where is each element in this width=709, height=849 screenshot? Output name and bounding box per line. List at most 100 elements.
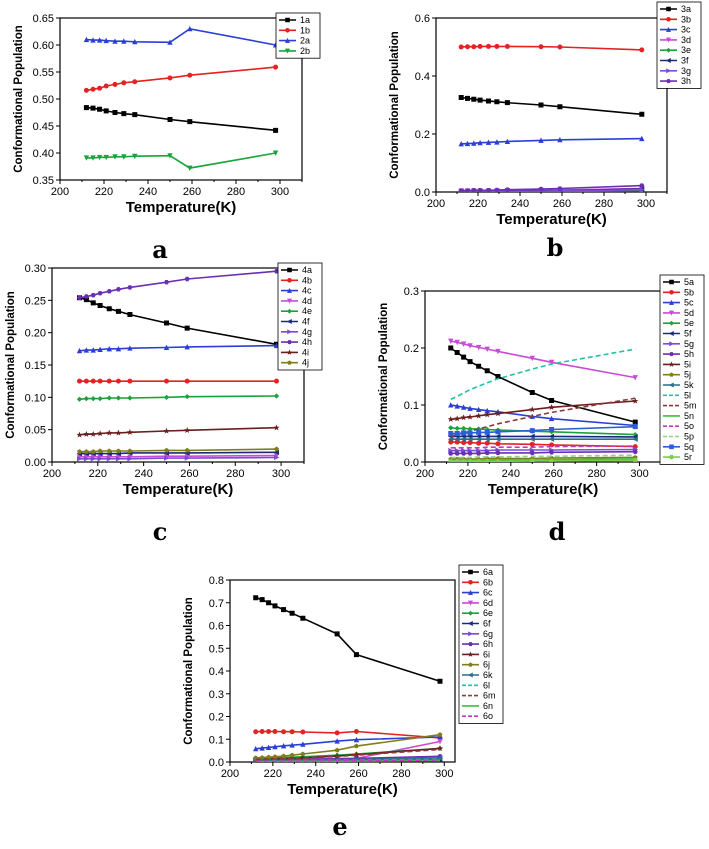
data-point-6a — [259, 597, 265, 603]
series-line-4h — [79, 270, 277, 299]
series-line-3h — [461, 184, 642, 192]
legend-marker-5i — [668, 361, 675, 367]
data-point-3a — [471, 96, 477, 102]
data-point-3c — [458, 140, 464, 147]
x-axis-label: Temperature(K) — [488, 481, 599, 498]
data-point-5k — [467, 436, 473, 442]
plot-frame — [435, 17, 668, 193]
legend-marker-3a — [666, 6, 671, 12]
y-tick-label: 0.05 — [25, 425, 46, 437]
data-point-6k — [437, 755, 443, 761]
data-point-5r — [461, 458, 467, 462]
data-point-4b — [83, 378, 89, 384]
legend-label: 6e — [483, 608, 493, 618]
chart-panel-d: 200 220 240 260 280 300 0.0 0.1 0.2 0.3 Temperatur… — [378, 274, 705, 546]
y-axis-label: Conformational Population — [378, 303, 390, 451]
legend-marker-5c — [669, 299, 674, 305]
data-point-5e — [454, 425, 460, 431]
data-point-4a — [164, 320, 170, 326]
data-point-5i — [460, 414, 467, 421]
legend-label: 6o — [483, 711, 493, 721]
data-point-1b — [97, 85, 103, 91]
data-point-5q — [461, 430, 467, 436]
x-tick-label: 220 — [469, 198, 487, 210]
data-point-4c — [106, 345, 112, 352]
data-point-5k — [529, 436, 535, 442]
x-tick-label: 240 — [139, 186, 157, 198]
legend-marker-3h — [666, 79, 671, 84]
data-point-4c — [83, 347, 90, 353]
series-line-5o — [450, 445, 636, 449]
series-line-4a — [79, 296, 277, 346]
series-line-3c — [461, 137, 642, 145]
data-point-6a — [281, 607, 287, 613]
series-line-4j — [79, 448, 277, 453]
data-point-5b — [484, 440, 490, 446]
data-point-5d — [548, 359, 555, 366]
legend-marker-3e — [666, 47, 671, 53]
data-point-5k — [632, 436, 638, 442]
data-point-5d — [495, 348, 501, 355]
data-point-4c — [76, 347, 83, 354]
legend-box — [277, 262, 323, 371]
x-tick-label: 260 — [183, 186, 201, 198]
legend-label: 2a — [300, 36, 310, 46]
data-point-5b — [495, 441, 501, 447]
data-point-5k — [454, 436, 460, 442]
data-point-4f — [273, 449, 280, 455]
data-point-4h — [115, 287, 121, 292]
data-point-3h — [538, 186, 544, 192]
legend-marker-4f — [286, 319, 292, 324]
legend-marker-3c — [666, 26, 671, 32]
data-point-2b — [90, 155, 96, 161]
data-point-4c — [90, 347, 96, 353]
data-point-4b — [76, 378, 82, 384]
data-point-4g — [115, 456, 122, 462]
data-point-4h — [76, 295, 83, 300]
legend-label: 3d — [681, 35, 691, 45]
legend-label: 6f — [483, 619, 491, 629]
data-point-5q — [448, 431, 454, 436]
series-line-5b — [450, 441, 636, 448]
y-tick-label: 0.1 — [404, 400, 419, 412]
data-point-5h — [632, 449, 638, 454]
series-line-6b — [255, 730, 441, 739]
series-group — [76, 269, 280, 462]
data-point-5d — [484, 346, 490, 353]
data-point-5q — [467, 430, 473, 436]
data-point-5r — [495, 458, 501, 462]
series-line-6j — [255, 733, 441, 759]
y-tick-label: 0.3 — [209, 689, 224, 701]
legend-marker-4d — [287, 298, 292, 304]
data-point-1b — [273, 64, 279, 70]
data-point-6b — [253, 729, 259, 735]
data-point-4e — [83, 396, 89, 402]
plot-frame — [229, 579, 456, 763]
y-axis-label: Conformational Population — [5, 291, 17, 439]
data-point-5a — [461, 354, 467, 360]
data-point-4a — [97, 303, 103, 309]
data-point-4j — [90, 449, 96, 454]
y-tick-label: 0.10 — [25, 392, 46, 404]
y-tick-label: 0.15 — [25, 360, 46, 372]
data-point-6j — [334, 747, 340, 753]
data-point-6i — [436, 745, 444, 752]
data-point-6b — [272, 729, 278, 735]
legend-label: 3a — [681, 4, 691, 14]
legend-marker-6k — [467, 672, 473, 678]
data-point-2b — [96, 154, 103, 161]
data-point-1b — [90, 86, 96, 92]
x-tick-label: 260 — [545, 468, 563, 480]
legend-label: 6k — [483, 670, 493, 680]
data-point-5q — [495, 429, 501, 435]
data-point-6j — [289, 752, 295, 758]
x-tick-label: 200 — [43, 468, 61, 480]
data-point-4g — [76, 456, 83, 462]
data-point-4b — [184, 378, 190, 384]
data-point-2b — [132, 153, 138, 160]
data-point-3a — [477, 97, 483, 103]
data-point-5q — [484, 429, 490, 435]
data-point-1a — [83, 105, 89, 111]
chart-panel-a: 200 220 240 260 280 300 0.35 0.40 0.45 0.50 0.55 0.… — [13, 12, 321, 264]
